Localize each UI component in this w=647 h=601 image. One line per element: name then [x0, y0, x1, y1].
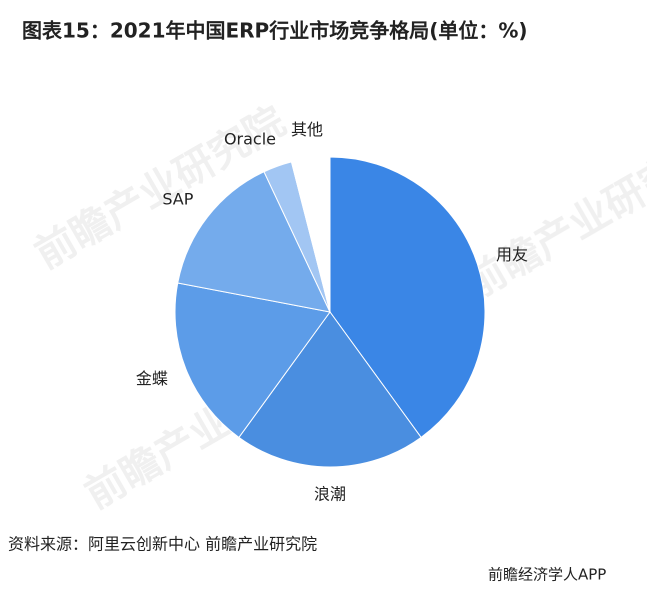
footer-note: 前瞻经济学人APP: [488, 566, 606, 584]
slice-label: Oracle: [224, 129, 276, 148]
source-note: 资料来源：阿里云创新中心 前瞻产业研究院: [8, 535, 317, 554]
slice-label: SAP: [162, 189, 193, 208]
slice-label: 用友: [496, 245, 528, 264]
svg-text:前瞻产业研究院: 前瞻产业研究院: [458, 128, 647, 308]
slice-label: 浪潮: [314, 485, 346, 504]
chart-title: 图表15：2021年中国ERP行业市场竞争格局(单位：%): [22, 19, 528, 43]
slice-label: 金蝶: [136, 369, 168, 388]
slice-label: 其他: [291, 120, 323, 139]
